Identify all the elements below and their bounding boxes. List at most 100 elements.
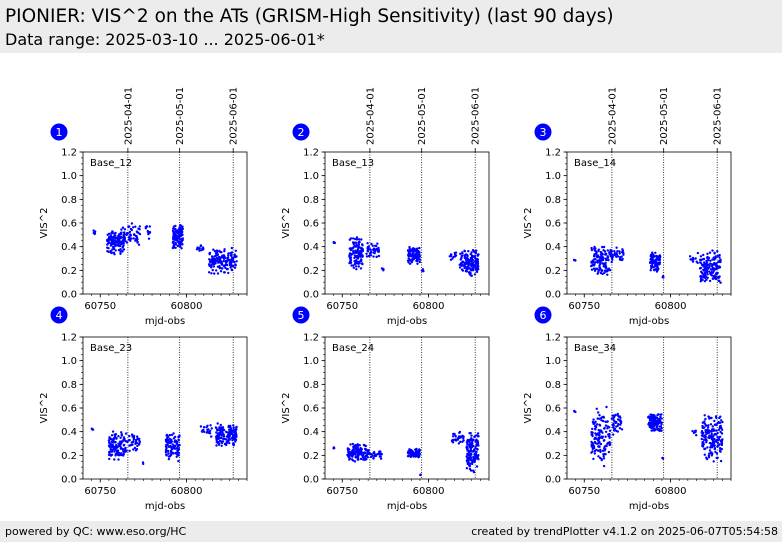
data-point — [613, 254, 617, 257]
data-point — [174, 452, 177, 455]
data-point — [465, 260, 469, 264]
data-point — [597, 411, 600, 414]
data-point — [592, 418, 595, 421]
chart-panel-3: 0.0 0.2 0.4 0.6 0.8 1.0 1.2 60750 60800 mjd-obs VI… — [523, 87, 732, 327]
data-point — [144, 225, 148, 229]
data-point — [359, 446, 362, 450]
data-point — [601, 436, 604, 440]
panel-number-badge — [534, 306, 552, 324]
y-tick-label: 1.0 — [61, 171, 77, 182]
data-point — [214, 426, 218, 429]
data-point — [203, 430, 206, 434]
data-point — [613, 429, 616, 432]
y-axis-label: VIS^2 — [39, 208, 50, 239]
data-point — [231, 439, 234, 442]
data-point — [596, 432, 600, 435]
data-point — [122, 240, 125, 243]
data-point — [406, 249, 410, 252]
data-point — [467, 456, 470, 459]
data-point — [713, 274, 716, 277]
data-point — [108, 440, 111, 443]
data-point — [713, 251, 716, 254]
data-point — [461, 264, 464, 267]
data-point — [707, 256, 711, 260]
data-point — [205, 431, 209, 434]
data-point — [134, 449, 138, 452]
data-point — [228, 441, 231, 445]
data-point — [710, 416, 713, 420]
data-point — [137, 227, 140, 230]
data-point — [706, 252, 709, 255]
data-point — [476, 455, 480, 458]
data-point — [720, 447, 723, 451]
data-point — [470, 260, 473, 263]
data-point — [122, 450, 125, 453]
data-point — [703, 263, 706, 266]
data-point — [597, 455, 600, 458]
data-point — [468, 464, 471, 467]
data-point — [477, 253, 480, 256]
data-point — [215, 431, 218, 434]
data-point — [650, 429, 653, 432]
data-point — [711, 440, 715, 444]
data-point — [599, 250, 602, 254]
data-point — [131, 441, 135, 444]
y-tick-label: 0.8 — [545, 380, 561, 391]
data-point — [591, 450, 594, 453]
data-point — [116, 236, 119, 240]
data-point — [106, 250, 109, 253]
data-point — [373, 250, 377, 253]
data-point — [718, 279, 721, 283]
data-point — [711, 258, 714, 261]
y-tick-label: 1.0 — [303, 356, 319, 367]
data-point — [473, 453, 476, 456]
data-point — [713, 258, 716, 261]
data-point — [222, 434, 225, 437]
data-point — [109, 454, 112, 457]
data-point — [113, 433, 116, 436]
data-point — [463, 266, 466, 270]
data-point — [382, 267, 385, 271]
data-point — [475, 438, 478, 441]
data-point — [219, 428, 222, 432]
data-point — [118, 238, 121, 242]
data-point — [202, 426, 206, 429]
data-point — [167, 455, 171, 458]
data-point — [610, 252, 613, 256]
data-point — [230, 264, 233, 267]
data-point — [352, 237, 355, 240]
data-point — [167, 457, 171, 461]
data-point — [368, 451, 371, 455]
data-point — [111, 245, 115, 249]
data-point — [220, 444, 223, 447]
data-point — [656, 268, 659, 272]
data-point — [705, 259, 708, 263]
data-point — [412, 452, 415, 455]
y-tick-label: 0.2 — [545, 451, 561, 462]
data-point — [232, 442, 235, 446]
data-point — [233, 436, 237, 439]
data-point — [216, 436, 219, 439]
data-point — [471, 445, 474, 448]
data-point — [660, 413, 663, 416]
data-point — [715, 262, 718, 265]
data-point — [472, 459, 476, 463]
data-point — [365, 252, 368, 255]
data-point — [119, 236, 122, 240]
data-point — [608, 426, 611, 429]
data-point — [377, 254, 381, 258]
data-point — [230, 437, 233, 440]
data-point — [608, 442, 611, 446]
data-point — [704, 275, 708, 278]
data-point — [616, 255, 620, 258]
data-point — [370, 251, 373, 254]
data-point — [704, 431, 707, 434]
data-point — [474, 266, 478, 269]
data-point — [410, 259, 414, 262]
data-point — [691, 429, 694, 433]
data-point — [202, 247, 205, 250]
data-point — [453, 432, 456, 436]
data-point — [593, 263, 596, 266]
data-point — [110, 450, 114, 453]
data-point — [647, 421, 651, 424]
